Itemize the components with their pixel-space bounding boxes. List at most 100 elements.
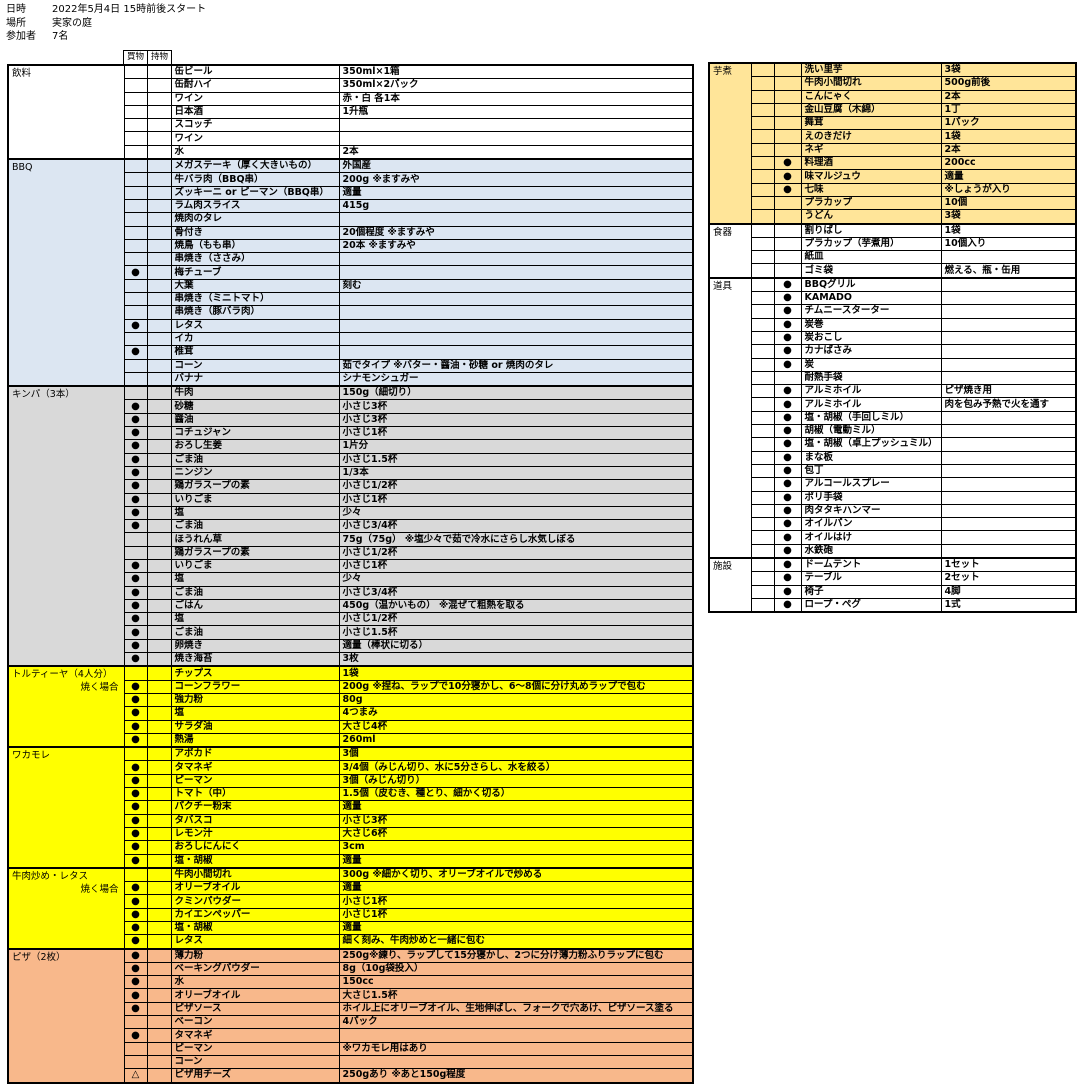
bring-mark-cell[interactable]: ●: [773, 344, 802, 359]
buy-mark-cell[interactable]: [750, 169, 775, 184]
bring-mark-cell[interactable]: [146, 1054, 172, 1070]
buy-mark-cell[interactable]: [750, 397, 775, 412]
bring-mark-cell[interactable]: [773, 209, 802, 225]
buy-mark-cell[interactable]: [123, 746, 148, 762]
bring-mark-cell[interactable]: [773, 250, 802, 265]
buy-mark-cell[interactable]: [123, 331, 148, 347]
buy-mark-cell[interactable]: ●: [123, 412, 148, 428]
bring-mark-cell[interactable]: [146, 278, 172, 294]
bring-mark-cell[interactable]: [146, 426, 172, 441]
buy-mark-cell[interactable]: [123, 1015, 148, 1030]
bring-mark-cell[interactable]: ●: [773, 556, 802, 573]
bring-mark-cell[interactable]: [146, 1068, 172, 1084]
bring-mark-cell[interactable]: [146, 585, 172, 600]
bring-mark-cell[interactable]: [146, 866, 172, 883]
buy-mark-cell[interactable]: [750, 142, 775, 158]
buy-mark-cell[interactable]: [750, 330, 775, 346]
buy-mark-cell[interactable]: [750, 556, 775, 573]
bring-mark-cell[interactable]: [146, 91, 172, 106]
buy-mark-cell[interactable]: ●: [123, 920, 148, 936]
buy-mark-cell[interactable]: [750, 76, 775, 91]
bring-mark-cell[interactable]: [146, 118, 172, 133]
buy-mark-cell[interactable]: [750, 571, 775, 586]
buy-mark-cell[interactable]: [123, 91, 148, 106]
bring-mark-cell[interactable]: [773, 142, 802, 158]
bring-mark-cell[interactable]: [146, 131, 172, 146]
bring-mark-cell[interactable]: ●: [773, 410, 802, 426]
bring-mark-cell[interactable]: [146, 840, 172, 855]
bring-mark-cell[interactable]: ●: [773, 543, 802, 559]
buy-mark-cell[interactable]: [123, 278, 148, 294]
bring-mark-cell[interactable]: [146, 881, 172, 896]
bring-mark-cell[interactable]: [773, 76, 802, 91]
buy-mark-cell[interactable]: [750, 62, 775, 78]
buy-mark-cell[interactable]: [750, 291, 775, 306]
buy-mark-cell[interactable]: [750, 304, 775, 319]
bring-mark-cell[interactable]: [146, 773, 172, 789]
buy-mark-cell[interactable]: [750, 530, 775, 545]
buy-mark-cell[interactable]: ●: [123, 826, 148, 842]
buy-mark-cell[interactable]: [750, 490, 775, 505]
bring-mark-cell[interactable]: [773, 195, 802, 211]
buy-mark-cell[interactable]: ●: [123, 492, 148, 507]
buy-mark-cell[interactable]: [123, 212, 148, 227]
buy-mark-cell[interactable]: [123, 185, 148, 200]
buy-mark-cell[interactable]: ●: [123, 853, 148, 869]
bring-mark-cell[interactable]: [146, 692, 172, 708]
bring-mark-cell[interactable]: ●: [773, 276, 802, 293]
bring-mark-cell[interactable]: ●: [773, 424, 802, 439]
bring-mark-cell[interactable]: [146, 961, 172, 977]
bring-mark-cell[interactable]: [773, 370, 802, 386]
bring-mark-cell[interactable]: [146, 212, 172, 227]
bring-mark-cell[interactable]: ●: [773, 490, 802, 505]
bring-mark-cell[interactable]: [146, 104, 172, 120]
bring-mark-cell[interactable]: [146, 305, 172, 320]
buy-mark-cell[interactable]: ●: [123, 519, 148, 534]
buy-mark-cell[interactable]: ●: [123, 975, 148, 990]
bring-mark-cell[interactable]: [146, 465, 172, 481]
bring-mark-cell[interactable]: [146, 907, 172, 923]
bring-mark-cell[interactable]: [146, 399, 172, 414]
bring-mark-cell[interactable]: [146, 813, 172, 828]
bring-mark-cell[interactable]: [146, 532, 172, 547]
buy-mark-cell[interactable]: [750, 450, 775, 465]
buy-mark-cell[interactable]: [750, 517, 775, 532]
buy-mark-cell[interactable]: [750, 463, 775, 479]
bring-mark-cell[interactable]: [146, 652, 172, 667]
buy-mark-cell[interactable]: ●: [123, 881, 148, 896]
buy-mark-cell[interactable]: ●: [123, 800, 148, 815]
bring-mark-cell[interactable]: [146, 238, 172, 254]
bring-mark-cell[interactable]: [146, 706, 172, 721]
bring-mark-cell[interactable]: [146, 719, 172, 734]
buy-mark-cell[interactable]: ●: [123, 439, 148, 454]
buy-mark-cell[interactable]: [750, 543, 775, 559]
buy-mark-cell[interactable]: ●: [123, 572, 148, 587]
buy-mark-cell[interactable]: [123, 371, 148, 387]
buy-mark-cell[interactable]: ●: [123, 652, 148, 667]
buy-mark-cell[interactable]: [750, 156, 775, 171]
buy-mark-cell[interactable]: ●: [123, 719, 148, 734]
buy-mark-cell[interactable]: ●: [123, 1028, 148, 1043]
bring-mark-cell[interactable]: ●: [773, 182, 802, 197]
buy-mark-cell[interactable]: [123, 1054, 148, 1070]
buy-mark-cell[interactable]: [123, 172, 148, 187]
bring-mark-cell[interactable]: [146, 265, 172, 280]
bring-mark-cell[interactable]: [773, 222, 802, 238]
bring-mark-cell[interactable]: [146, 1028, 172, 1043]
buy-mark-cell[interactable]: ●: [123, 612, 148, 627]
bring-mark-cell[interactable]: [773, 102, 802, 118]
buy-mark-cell[interactable]: [123, 1041, 148, 1056]
buy-mark-cell[interactable]: [750, 410, 775, 426]
bring-mark-cell[interactable]: [146, 292, 172, 307]
buy-mark-cell[interactable]: ●: [123, 465, 148, 481]
buy-mark-cell[interactable]: [123, 532, 148, 547]
buy-mark-cell[interactable]: [750, 384, 775, 399]
bring-mark-cell[interactable]: [773, 89, 802, 104]
bring-mark-cell[interactable]: [146, 78, 172, 93]
buy-mark-cell[interactable]: ●: [123, 773, 148, 789]
bring-mark-cell[interactable]: [146, 760, 172, 775]
bring-mark-cell[interactable]: [146, 371, 172, 387]
bring-mark-cell[interactable]: [773, 236, 802, 252]
bring-mark-cell[interactable]: ●: [773, 156, 802, 171]
buy-mark-cell[interactable]: ●: [123, 907, 148, 923]
